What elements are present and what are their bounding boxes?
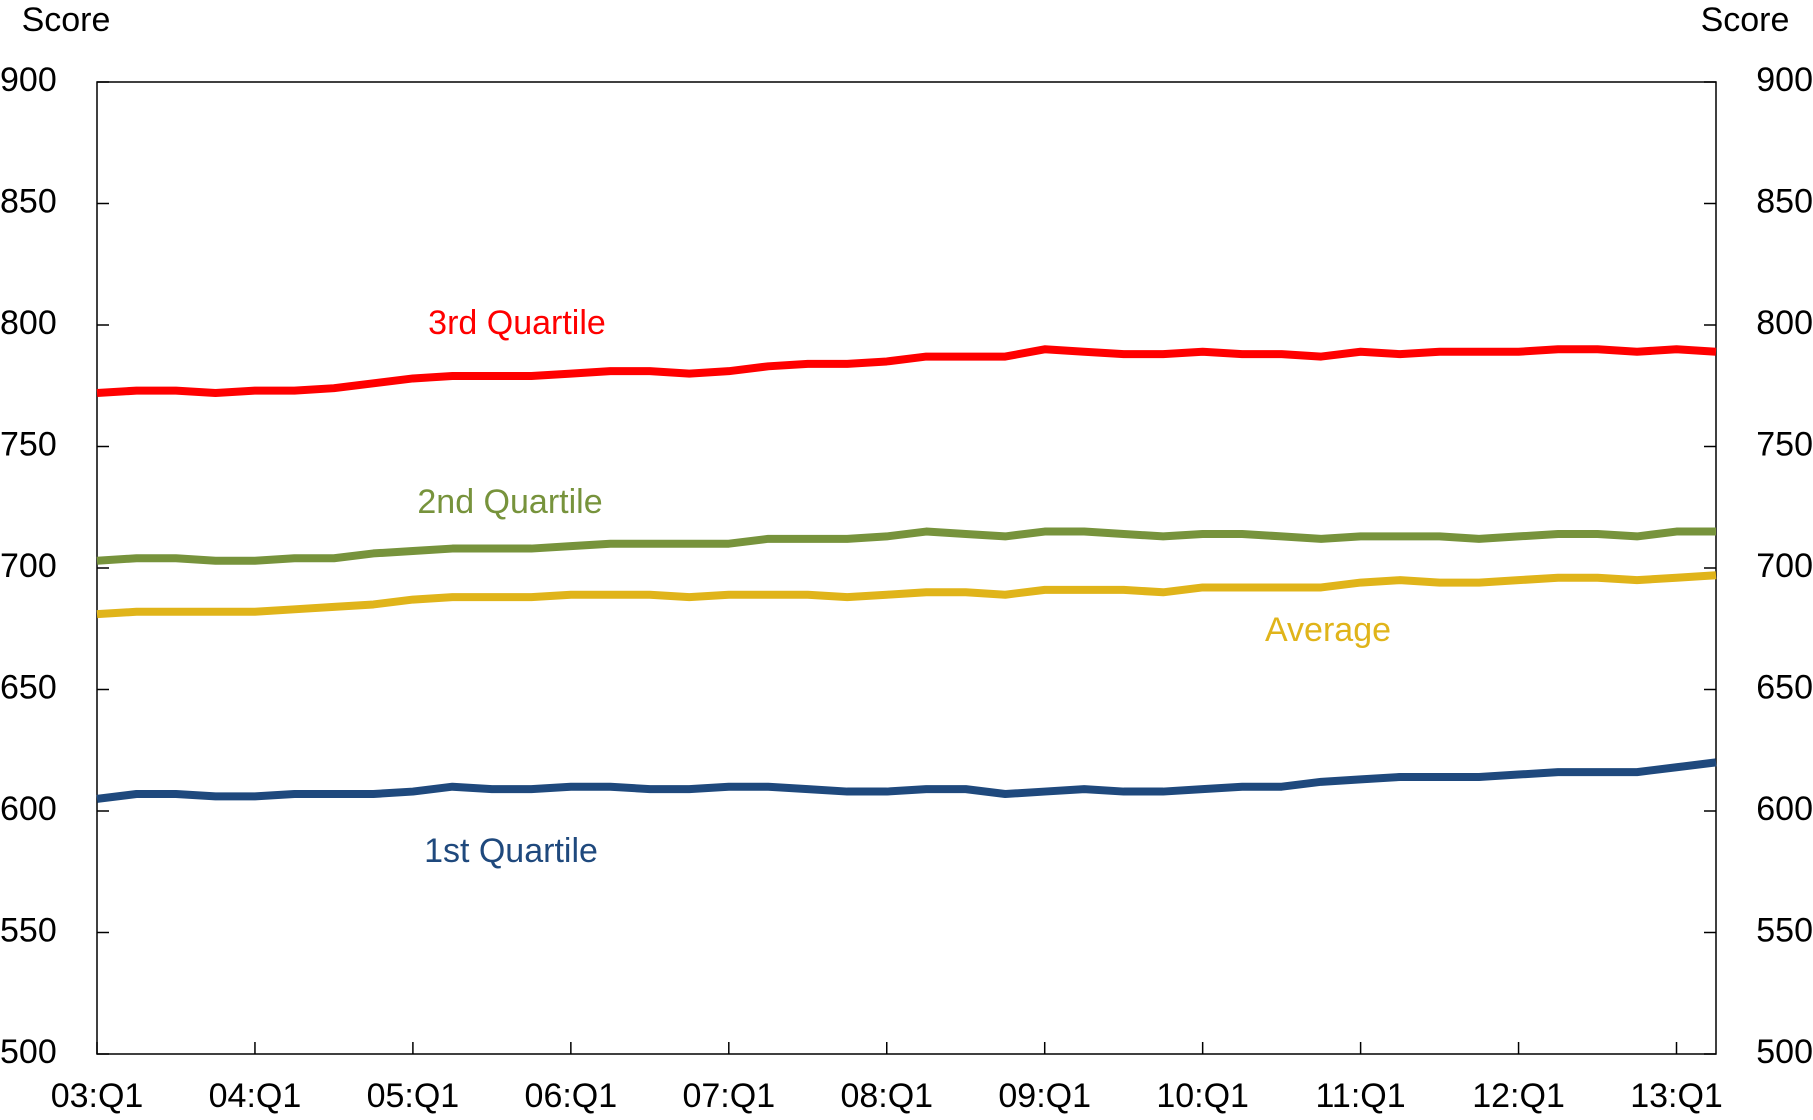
y-tick-label: 700 [0,547,57,585]
x-tick-label: 13:Q1 [1630,1077,1723,1115]
y2-tick-label: 600 [1756,790,1813,828]
y-tick-label: 850 [0,182,57,220]
y-tick-label: 800 [0,304,57,342]
plot-frame [96,81,1717,1055]
series-label: 1st Quartile [424,832,598,870]
x-tick-label: 08:Q1 [840,1077,933,1115]
series-line [96,571,1717,619]
y2-tick-label: 900 [1756,61,1813,99]
x-tick-label: 11:Q1 [1316,1077,1406,1115]
y2-tick-label: 800 [1756,304,1813,342]
y-tick-label: 650 [0,668,57,706]
y-tick-label: 500 [0,1033,57,1071]
y-tick-label: 600 [0,790,57,828]
x-tick-label: 06:Q1 [525,1077,618,1115]
y2-tick-label: 550 [1756,911,1813,949]
y2-tick-label: 500 [1756,1033,1813,1071]
series-line [96,345,1717,398]
x-tick-label: 05:Q1 [367,1077,460,1115]
series-line [96,758,1717,803]
y-tick-label: 550 [0,911,57,949]
y2-axis-label: Score [1701,1,1790,39]
series-label: Average [1265,611,1391,649]
y-tick-label: 900 [0,61,57,99]
series-line [96,527,1716,565]
x-tick-label: 03:Q1 [51,1077,144,1115]
series-label: 2nd Quartile [417,483,602,521]
y2-tick-label: 850 [1756,182,1813,220]
x-tick-label: 12:Q1 [1472,1077,1565,1115]
y2-tick-label: 650 [1756,668,1813,706]
series-label: 3rd Quartile [428,304,606,342]
x-tick-label: 09:Q1 [998,1077,1091,1115]
x-tick-label: 04:Q1 [209,1077,302,1115]
y2-tick-label: 750 [1756,425,1813,463]
y-tick-label: 750 [0,425,57,463]
x-tick-label: 07:Q1 [682,1077,775,1115]
y-axis-label: Score [22,1,111,39]
y2-tick-label: 700 [1756,547,1813,585]
x-tick-label: 10:Q1 [1156,1077,1249,1115]
